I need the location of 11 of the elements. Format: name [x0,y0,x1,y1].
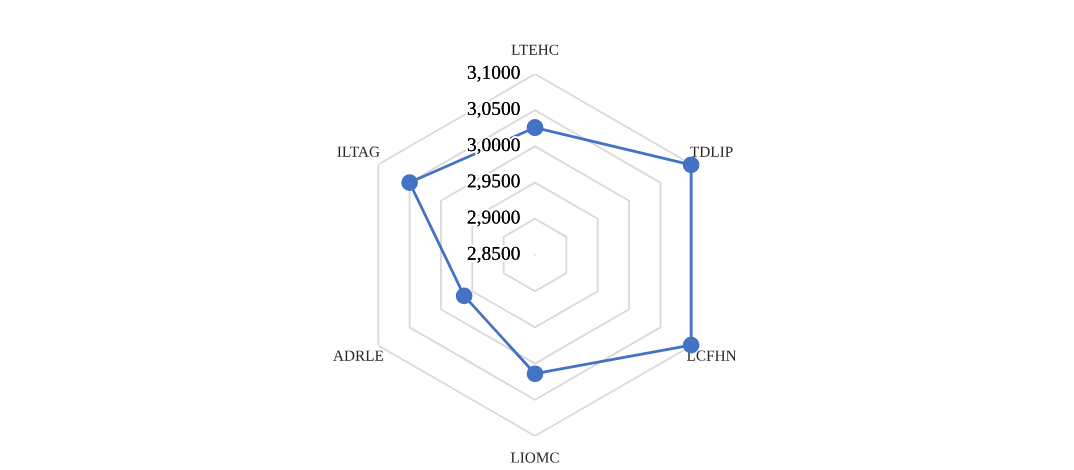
y-tick-label: 3,0500 [467,101,520,118]
y-tick-label: 2,8500 [467,246,520,263]
spoke-label: ILTAG [337,146,380,157]
spoke-label: ADRLE [333,350,384,361]
y-tick-label: 3,1000 [467,65,520,82]
spoke-label: LTEHC [511,44,559,55]
y-tick-label: 2,9500 [467,174,520,191]
spoke-label: TDLIP [690,146,733,157]
spoke-label: LCFHN [686,350,737,361]
y-tick-label: 2,9000 [467,210,520,227]
spoke-label: LIOMC [510,452,559,463]
